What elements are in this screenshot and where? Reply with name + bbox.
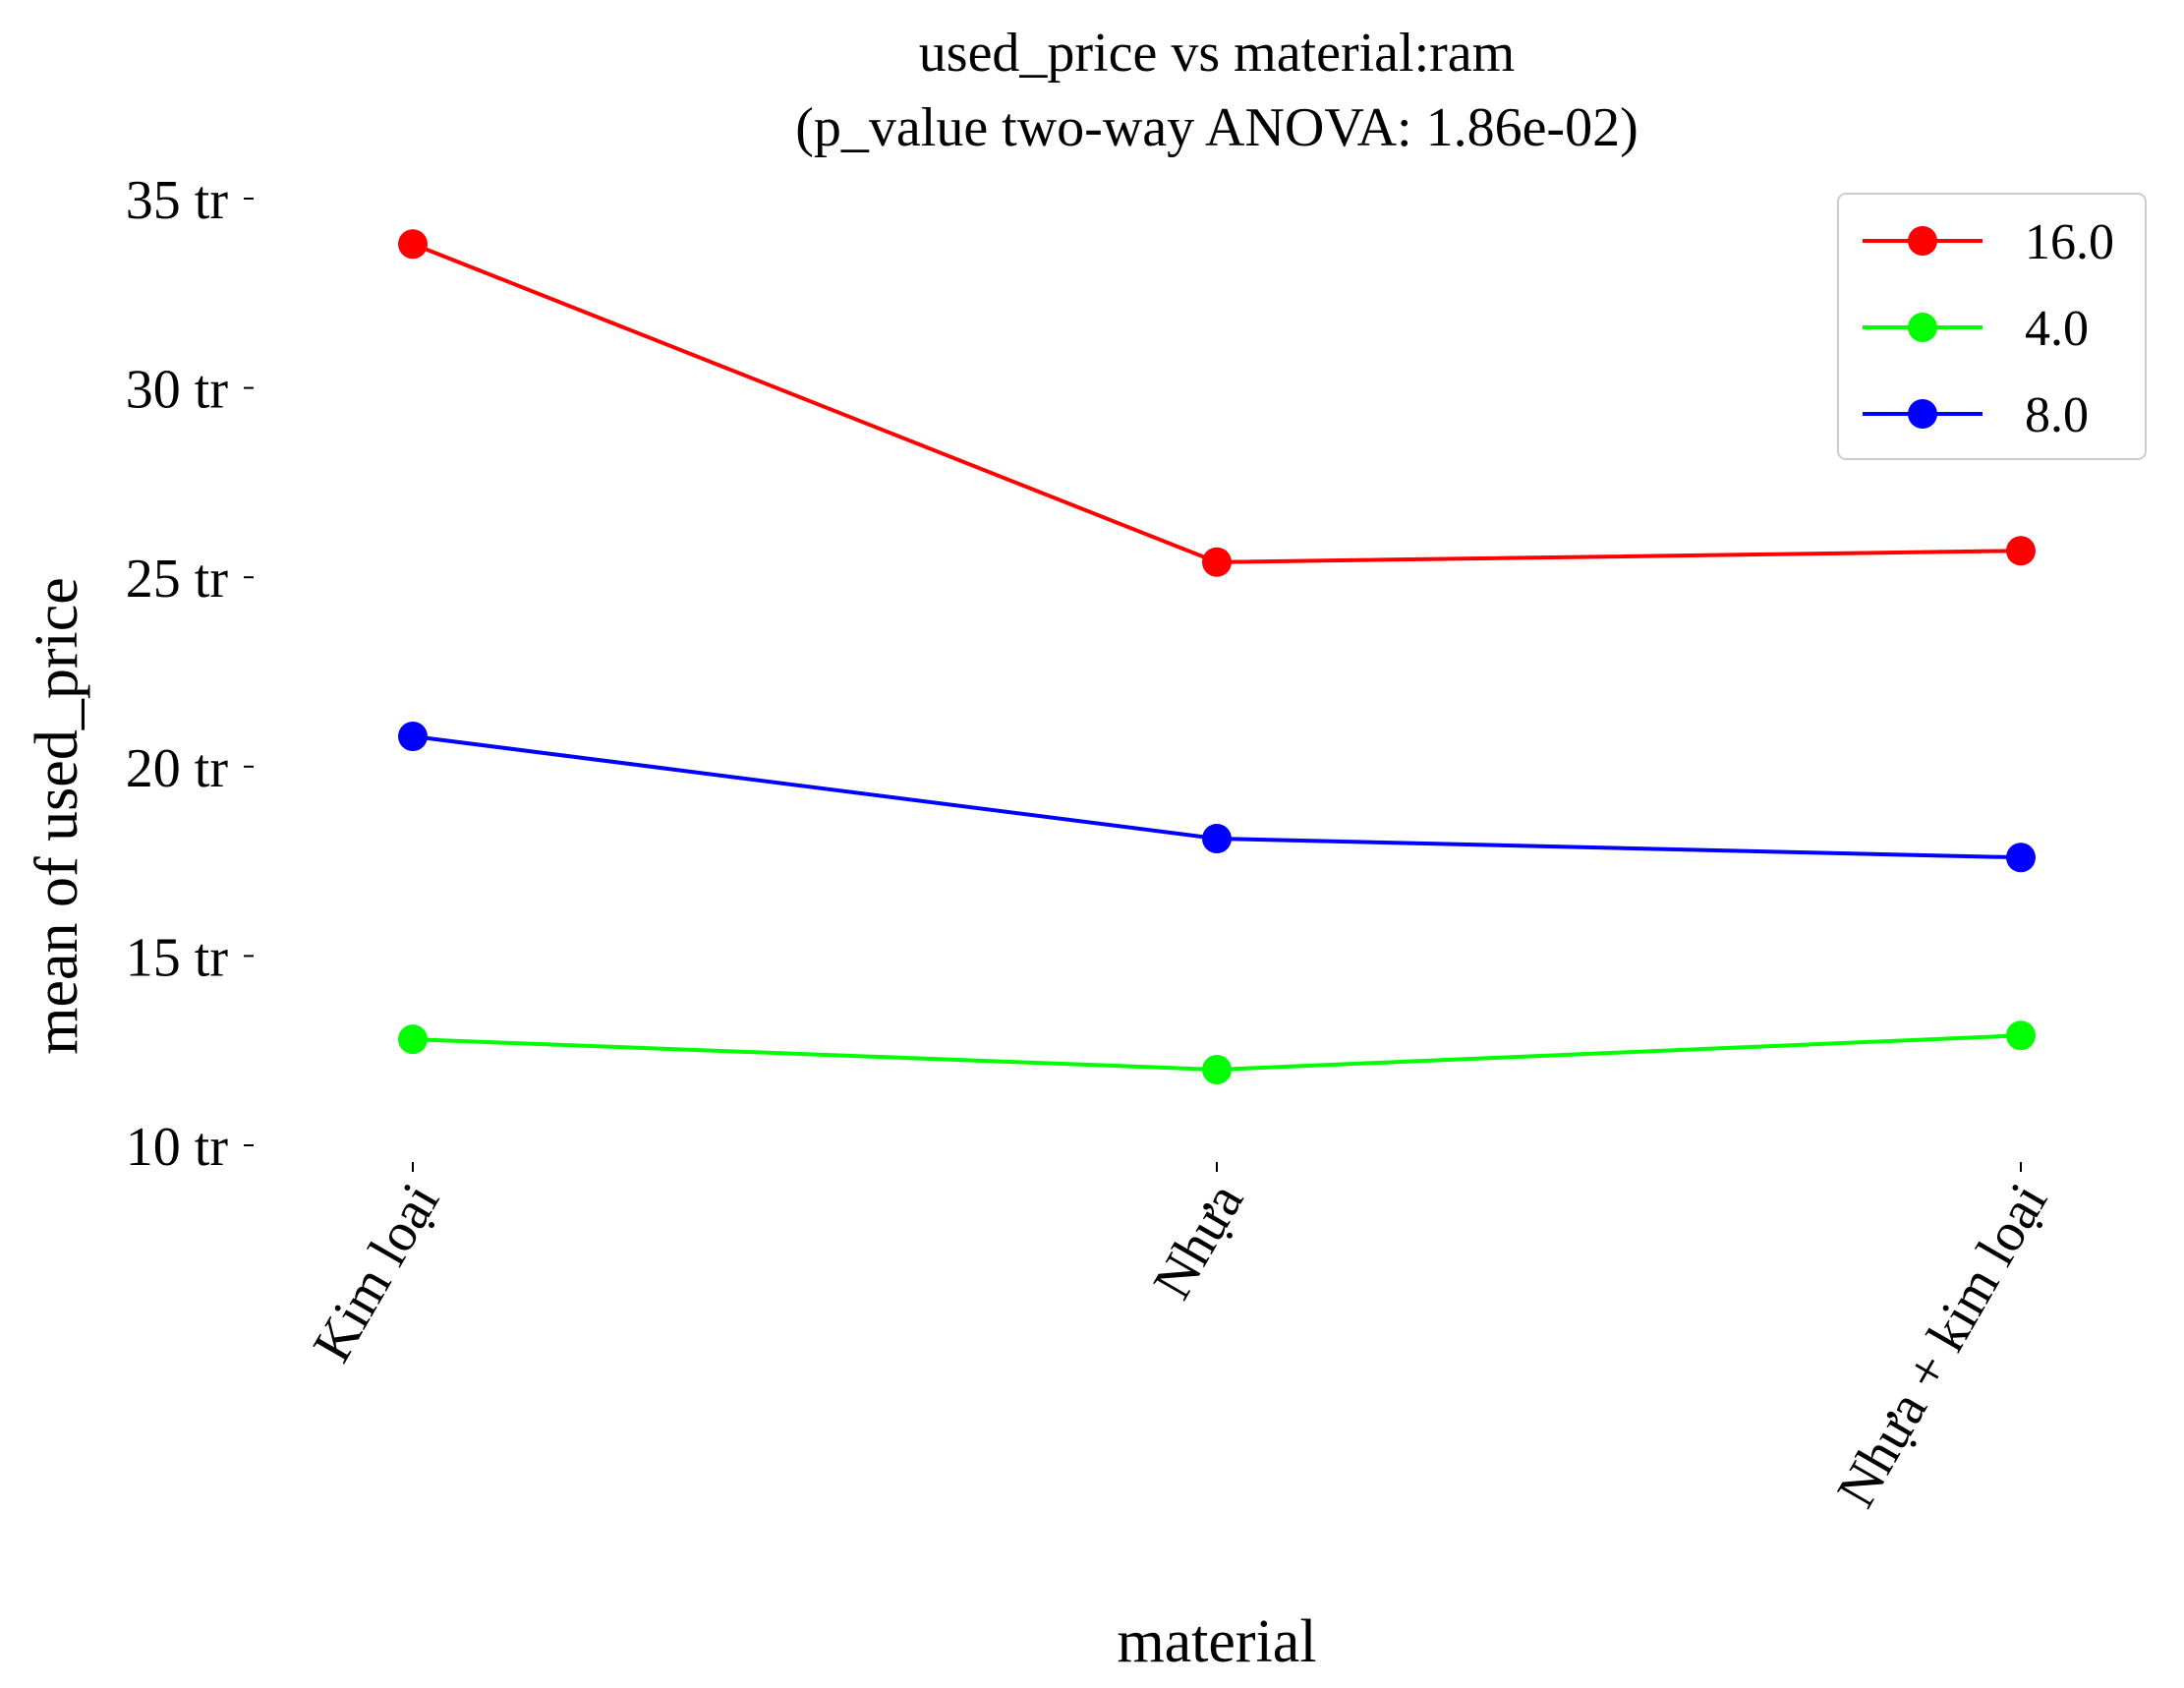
- chart-title-line1: used_price vs material:ram: [919, 23, 1515, 84]
- data-point: [1202, 1054, 1232, 1084]
- data-point: [398, 229, 428, 260]
- legend-marker: [1908, 313, 1937, 342]
- data-point: [2006, 1020, 2036, 1051]
- legend-marker: [1908, 399, 1937, 429]
- data-point: [2006, 843, 2036, 873]
- legend-frame: [1837, 193, 2147, 460]
- y-tick-label: 30 tr: [126, 360, 229, 421]
- x-axis: Kim loại Nhựa Nhựa + kim loại: [302, 1162, 2059, 1517]
- x-tick-label: Nhựa + kim loại: [1825, 1174, 2059, 1518]
- y-tick-label: 10 tr: [126, 1117, 229, 1178]
- legend-label: 4.0: [2025, 301, 2089, 357]
- series-line: [412, 242, 2022, 564]
- y-axis: 10 tr 15 tr 20 tr 25 tr 30 tr 35 tr: [126, 170, 254, 1178]
- legend: 16.0 4.0 8.0: [1837, 193, 2147, 460]
- series-16.0: [398, 229, 2036, 577]
- legend-item: 16.0: [1863, 214, 2114, 270]
- chart-title-line2: (p_value two-way ANOVA: 1.86e-02): [795, 97, 1638, 158]
- data-point: [398, 721, 428, 751]
- x-tick-label: Kim loại: [302, 1174, 451, 1372]
- y-tick-label: 35 tr: [126, 170, 229, 231]
- data-point: [1202, 823, 1232, 853]
- x-tick-label: Nhựa: [1142, 1173, 1256, 1309]
- series-4.0: [398, 1020, 2036, 1084]
- y-tick-label: 15 tr: [126, 927, 229, 988]
- data-point: [1202, 547, 1232, 577]
- data-point: [398, 1024, 428, 1055]
- legend-item: 8.0: [1863, 387, 2089, 443]
- series-layer: [398, 229, 2036, 1084]
- y-tick-label: 20 tr: [126, 738, 229, 799]
- legend-item: 4.0: [1863, 301, 2089, 357]
- y-axis-label: mean of used_price: [24, 577, 90, 1054]
- legend-marker: [1908, 226, 1937, 256]
- x-axis-label: material: [1117, 1608, 1316, 1675]
- data-point: [2006, 536, 2036, 566]
- series-8.0: [398, 721, 2036, 873]
- y-tick-label: 25 tr: [126, 549, 229, 610]
- legend-label: 16.0: [2025, 214, 2114, 270]
- legend-label: 8.0: [2025, 387, 2089, 443]
